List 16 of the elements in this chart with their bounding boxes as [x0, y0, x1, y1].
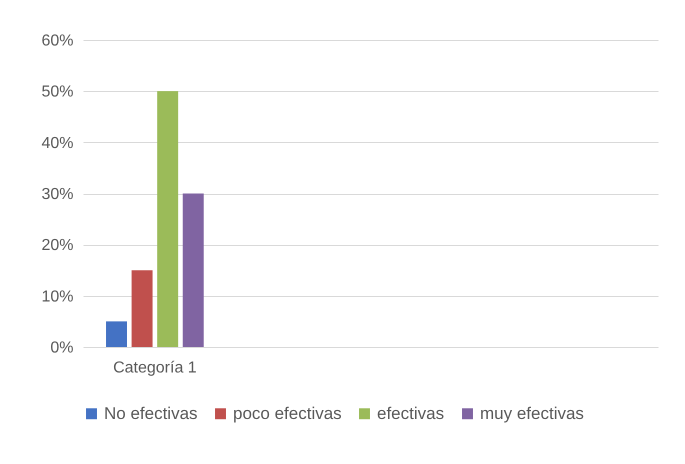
x-tick-label: Categoría 1 [113, 360, 197, 376]
y-tick-label: 50% [41, 84, 74, 101]
bar [132, 270, 153, 347]
y-tick-label: 10% [41, 288, 74, 306]
bar [182, 194, 204, 347]
bar [106, 321, 127, 347]
legend-label: No efectivas [104, 404, 198, 423]
y-tick-label: 60% [41, 32, 74, 50]
legend-label: muy efectivas [480, 404, 584, 423]
bar [157, 91, 178, 347]
y-tick-label: 0% [50, 340, 74, 356]
y-tick-label: 20% [41, 237, 74, 254]
y-tick-label: 40% [41, 134, 74, 152]
legend-label: efectivas [377, 404, 444, 423]
legend-label: poco efectivas [233, 404, 342, 423]
y-tick-label: 30% [41, 186, 74, 203]
